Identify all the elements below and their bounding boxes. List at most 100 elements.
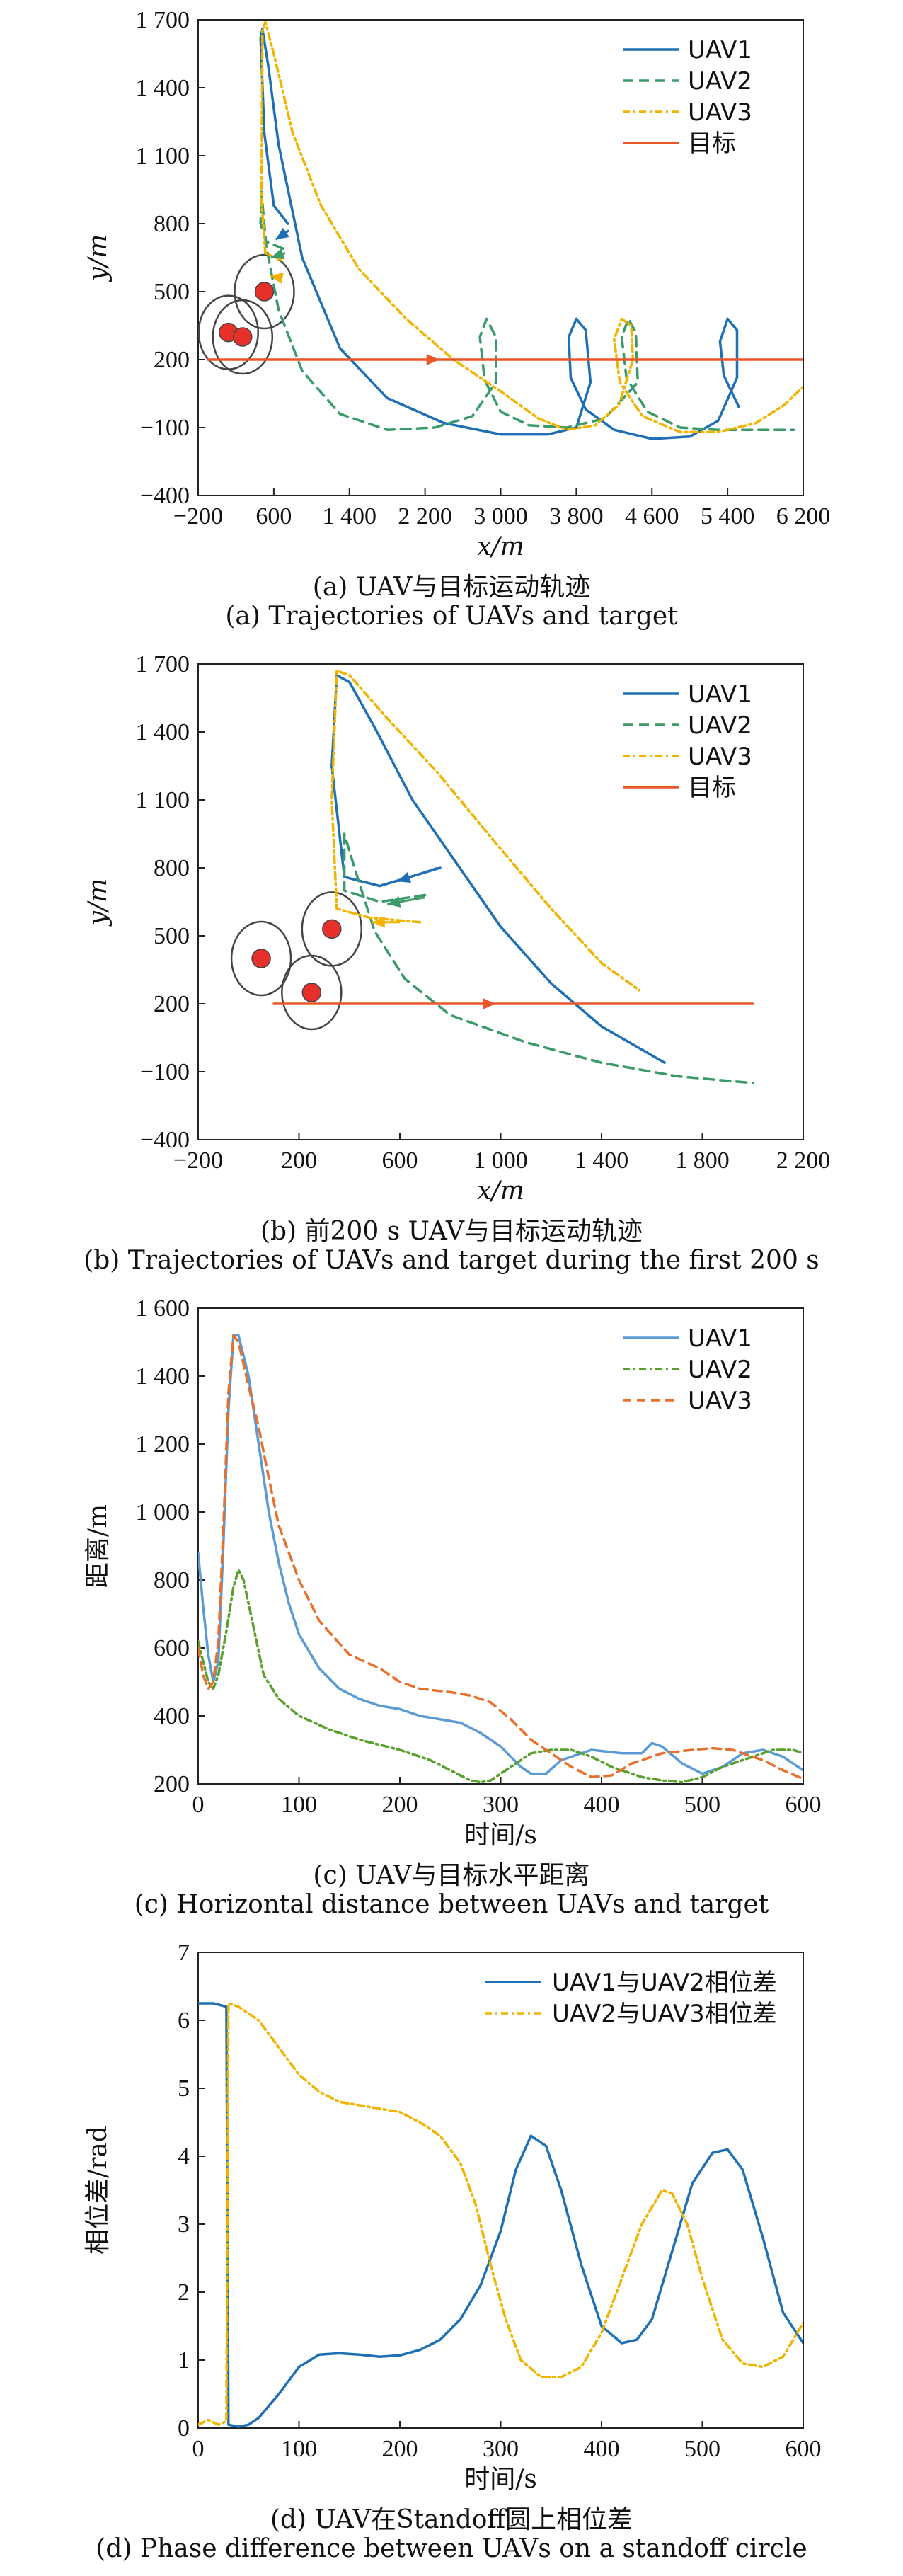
x-tick-label: 100 (281, 1792, 317, 1818)
y-tick-label: 400 (154, 1703, 190, 1729)
legend-label: UAV1 (688, 1324, 752, 1353)
x-axis-label: x/m (477, 1177, 524, 1206)
y-tick-label: 200 (154, 347, 190, 373)
y-tick-label: 0 (178, 2415, 190, 2442)
series-line (198, 2002, 803, 2428)
y-tick-label: 1 700 (136, 651, 190, 677)
legend-label: UAV1与UAV2相位差 (552, 1969, 777, 1997)
y-tick-label: 1 400 (136, 75, 190, 101)
legend-label: UAV3 (688, 743, 752, 771)
series-line (198, 1568, 803, 1784)
legend-label: 目标 (688, 774, 736, 802)
legend-label: UAV2与UAV3相位差 (552, 2000, 777, 2028)
x-tick-label: 1 400 (575, 1147, 629, 1174)
caption-c-en: (c) Horizontal distance between UAVs and… (134, 1890, 769, 1919)
x-tick-label: 0 (192, 2436, 205, 2462)
direction-arrow-head (372, 916, 385, 928)
x-tick-label: 1 800 (675, 1147, 730, 1174)
x-tick-label: 1 400 (323, 503, 377, 529)
y-tick-label: 800 (154, 1567, 190, 1593)
direction-arrow-head (270, 272, 284, 284)
legend-label: UAV1 (688, 36, 752, 64)
legend-label: UAV2 (688, 1356, 752, 1384)
target-dot (251, 949, 271, 968)
x-tick-label: 600 (255, 503, 292, 529)
y-tick-label: −100 (140, 415, 190, 441)
y-axis-label: 距离/m (84, 1504, 113, 1588)
y-tick-label: 800 (154, 211, 190, 237)
x-tick-label: 200 (382, 1792, 418, 1818)
x-tick-label: −200 (173, 1147, 223, 1174)
y-tick-label: 1 100 (136, 787, 190, 813)
standoff-circle (301, 891, 363, 967)
y-axis-label: y/m (84, 234, 113, 283)
caption-a-en: (a) Trajectories of UAVs and target (225, 602, 678, 631)
y-tick-label: 2 (178, 2279, 190, 2306)
y-tick-label: 200 (154, 1771, 190, 1797)
y-tick-label: 800 (154, 855, 190, 881)
y-tick-label: 7 (178, 1940, 190, 1966)
caption-d-cn: (d) UAV在Standoff圆上相位差 (270, 2505, 633, 2534)
legend-label: UAV2 (688, 711, 752, 740)
panel-c: 0 100 200 300 400 500 600 200 400 600 800 1 000 1 20… (0, 1288, 903, 1933)
x-tick-label: 200 (382, 2436, 418, 2462)
y-tick-label: 5 (178, 2076, 190, 2102)
y-tick-label: 500 (154, 279, 190, 305)
y-tick-label: −400 (140, 1127, 190, 1153)
legend-label: UAV2 (688, 67, 752, 96)
y-tick-label: 3 (178, 2211, 190, 2238)
y-tick-label: 1 600 (136, 1295, 190, 1322)
y-tick-label: 500 (154, 923, 190, 949)
plot-area (230, 669, 754, 1084)
x-tick-label: 5 400 (701, 503, 755, 529)
x-axis-label: 时间/s (464, 1821, 537, 1850)
panel-a: −200 600 1 400 2 200 3 000 3 800 4 600 5 400 6 2… (0, 0, 903, 644)
x-tick-label: 4 600 (625, 503, 679, 529)
direction-arrow-head (426, 354, 439, 365)
x-tick-label: 200 (281, 1147, 317, 1174)
y-tick-label: 1 400 (136, 719, 190, 745)
x-tick-label: 300 (483, 1792, 519, 1818)
series-line (259, 28, 740, 440)
x-tick-label: 1 000 (473, 1147, 528, 1174)
chart-a: −200 600 1 400 2 200 3 000 3 800 4 600 5 400 6 2… (84, 7, 830, 561)
standoff-circle (230, 920, 292, 997)
x-tick-label: 400 (584, 2436, 620, 2462)
series-line (198, 2002, 803, 2426)
y-tick-label: 1 000 (136, 1499, 190, 1525)
standoff-circle (212, 299, 274, 375)
y-tick-label: 200 (154, 991, 190, 1017)
chart-c: 0 100 200 300 400 500 600 200 400 600 800 1 000 1 20… (84, 1295, 822, 1850)
target-dot (254, 282, 275, 302)
x-tick-label: 2 200 (398, 503, 452, 529)
direction-arrow-head (483, 998, 496, 1009)
x-tick-label: 3 000 (473, 503, 528, 529)
y-tick-label: 4 (178, 2143, 190, 2170)
y-tick-label: −400 (140, 483, 190, 509)
caption-d-en: (d) Phase difference between UAVs on a s… (96, 2534, 807, 2563)
legend-label: UAV3 (688, 1387, 752, 1415)
x-axis-label: x/m (477, 532, 524, 561)
standoff-circle (234, 253, 295, 330)
panel-d: 0 100 200 300 400 500 600 0 1 2 3 4 5 6 7 时间/s 相位差/rad UA… (0, 1933, 903, 2576)
series-line (343, 832, 754, 1084)
legend-label: UAV3 (688, 98, 752, 127)
plot-area (198, 21, 803, 440)
y-axis-label: y/m (84, 878, 113, 927)
y-tick-label: −100 (140, 1059, 190, 1085)
x-tick-label: −200 (173, 503, 223, 529)
series-line (259, 190, 795, 431)
direction-arrow-head (275, 227, 289, 240)
plot-area (198, 2002, 803, 2428)
x-tick-label: 600 (786, 2436, 822, 2462)
x-tick-label: 400 (584, 1792, 620, 1818)
direction-arrow-head (397, 871, 412, 883)
target-dot (301, 983, 322, 1002)
y-tick-label: 6 (178, 2008, 190, 2034)
series-line (260, 21, 803, 434)
x-tick-label: 600 (786, 1792, 822, 1818)
x-tick-label: 300 (483, 2436, 519, 2462)
x-tick-label: 100 (281, 2436, 317, 2462)
x-tick-label: 600 (382, 1147, 418, 1174)
x-tick-label: 500 (684, 2436, 720, 2462)
